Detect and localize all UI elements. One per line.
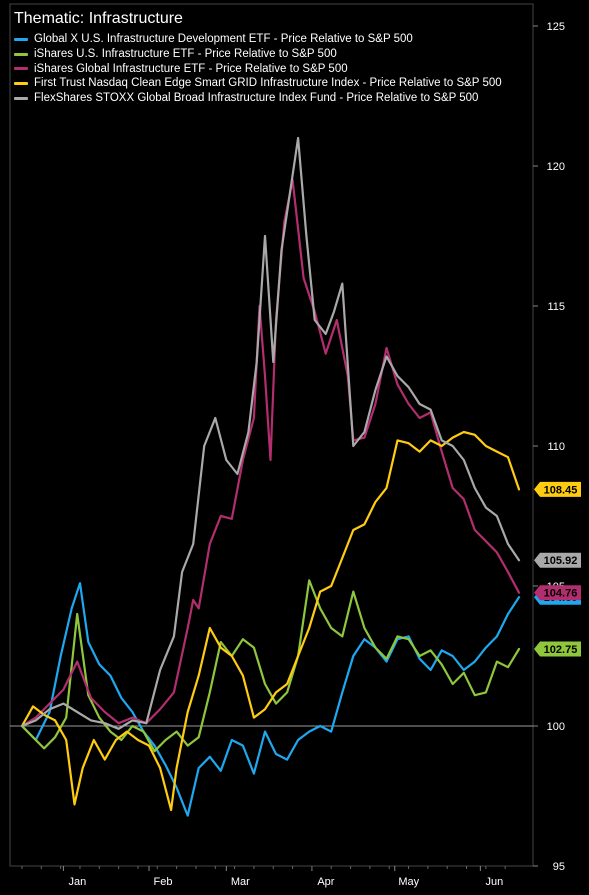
legend-swatch-3 [14, 67, 28, 71]
legend-label-4: First Trust Nasdaq Clean Edge Smart GRID… [34, 77, 502, 90]
y-tick-label: 125 [547, 21, 565, 33]
series-line-2 [20, 579, 521, 753]
legend-label-3: iShares Global Infrastructure ETF - Pric… [34, 62, 348, 75]
series-line-5 [20, 136, 521, 730]
y-tick-label: 95 [553, 861, 565, 873]
series-line-1 [20, 582, 521, 817]
x-tick-label: Apr [317, 876, 334, 888]
x-tick-label: Mar [231, 876, 250, 888]
chart-title: Thematic: Infrastructure [14, 10, 183, 27]
legend-label-5: FlexShares STOXX Global Broad Infrastruc… [34, 92, 479, 105]
x-tick-label: Jun [485, 876, 503, 888]
legend-label-1: Global X U.S. Infrastructure Development… [34, 33, 413, 45]
last-value-label-4: 108.45 [544, 484, 578, 496]
legend-swatch-2 [14, 52, 28, 56]
legend-item-5: FlexShares STOXX Global Broad Infrastruc… [14, 91, 502, 106]
legend-swatch-1 [14, 37, 28, 41]
last-value-label-2: 102.75 [544, 644, 578, 656]
last-value-badge-2 [534, 641, 581, 657]
last-value-badge-4 [534, 481, 581, 497]
plot-frame [9, 3, 534, 867]
last-value-badge-3 [534, 585, 581, 601]
y-tick-label: 115 [547, 301, 565, 313]
x-tick-label: Feb [154, 876, 173, 888]
legend-swatch-5 [14, 97, 28, 101]
y-tick-label: 110 [547, 441, 565, 453]
y-tick-label: 100 [547, 721, 565, 733]
legend-label-2: iShares U.S. Infrastructure ETF - Price … [34, 47, 337, 60]
last-value-label-3: 104.76 [544, 588, 578, 600]
legend-item-2: iShares U.S. Infrastructure ETF - Price … [14, 47, 502, 62]
last-value-badge-5 [534, 552, 581, 568]
legend-swatch-4 [14, 82, 28, 86]
legend-item-1: Global X U.S. Infrastructure Development… [14, 32, 502, 47]
last-value-label-5: 105.92 [544, 555, 578, 567]
legend-item-3: iShares Global Infrastructure ETF - Pric… [14, 62, 502, 77]
series-line-4 [20, 430, 521, 812]
series-line-3 [20, 178, 521, 728]
legend: Global X U.S. Infrastructure Development… [14, 32, 502, 106]
y-tick-label: 120 [547, 161, 565, 173]
x-tick-label: May [398, 876, 419, 888]
x-tick-label: Jan [69, 876, 87, 888]
legend-item-4: First Trust Nasdaq Clean Edge Smart GRID… [14, 76, 502, 91]
